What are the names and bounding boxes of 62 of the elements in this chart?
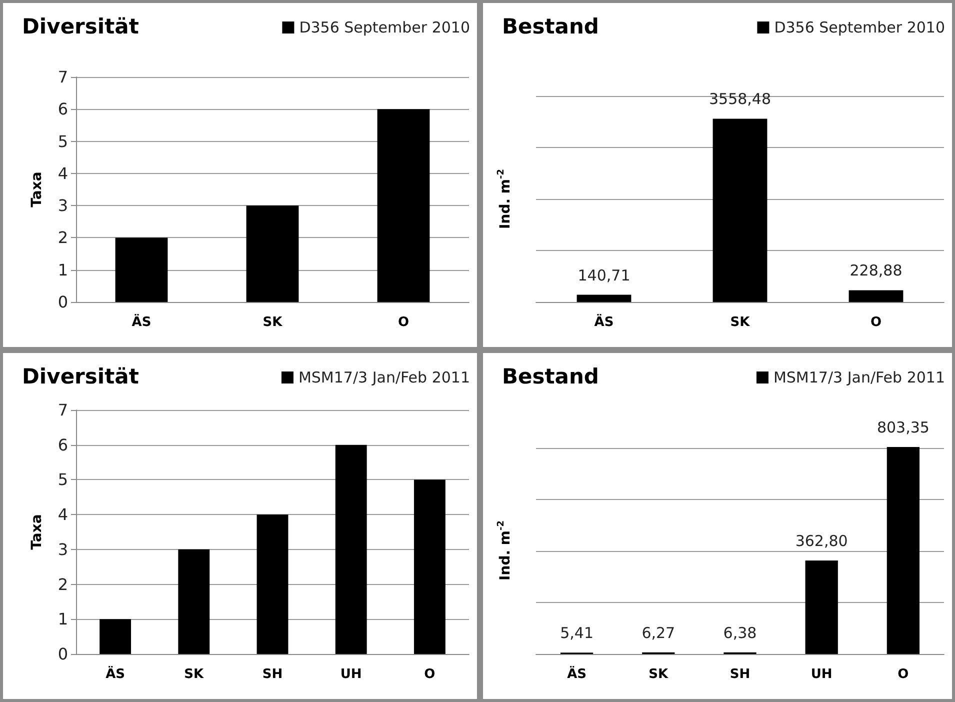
bar	[414, 480, 446, 654]
y-tick-label: 0	[58, 292, 68, 312]
bar	[256, 514, 288, 654]
x-tick-label: ÄS	[594, 313, 614, 330]
y-tick-label: 2	[58, 228, 68, 248]
y-tick-label: 1	[58, 260, 68, 280]
y-tick-label: 5	[58, 470, 68, 490]
legend-label: MSM17/3 Jan/Feb 2011	[773, 368, 946, 386]
bar	[246, 206, 299, 302]
bar	[377, 109, 430, 302]
y-tick-label: 1	[58, 610, 68, 629]
bar	[805, 560, 838, 654]
y-tick-label: 7	[58, 400, 68, 420]
chart-title: Bestand	[502, 14, 599, 38]
chart-title: Diversität	[22, 14, 139, 38]
x-tick-label: SK	[730, 315, 751, 330]
y-axis-title: Ind. m-2	[496, 169, 514, 229]
y-tick-label: 6	[58, 100, 68, 119]
x-tick-label: ÄS	[132, 313, 152, 330]
y-tick-label: 2	[58, 574, 68, 594]
data-label: 3558,48	[708, 90, 772, 108]
data-label: 803,35	[876, 418, 930, 436]
y-tick-label: 5	[58, 132, 68, 151]
bar	[115, 238, 168, 302]
x-tick-label: O	[870, 315, 882, 330]
data-label: 362,80	[795, 532, 848, 550]
y-tick-label: 4	[58, 505, 68, 524]
x-tick-label: O	[898, 667, 909, 682]
chart-title: Diversität	[22, 364, 139, 388]
y-axis-title: Taxa	[29, 172, 45, 208]
x-tick-label: SK	[648, 667, 670, 682]
bar	[100, 619, 132, 654]
x-tick-label: O	[398, 315, 410, 330]
y-tick-label: 0	[58, 644, 68, 664]
data-label: 140,71	[578, 266, 630, 284]
bar	[886, 447, 920, 654]
y-tick-label: 4	[58, 164, 68, 183]
bar	[335, 444, 367, 654]
data-label: 228,88	[850, 262, 902, 280]
x-tick-label: UH	[340, 667, 362, 682]
legend-label: D356 September 2010	[774, 18, 946, 36]
x-tick-label: SH	[262, 667, 283, 682]
x-tick-label: ÄS	[106, 665, 126, 682]
y-tick-label: 3	[58, 540, 68, 559]
data-label: 5,41	[560, 624, 594, 642]
x-tick-label: SK	[262, 315, 284, 330]
bar	[178, 549, 210, 654]
legend-label: MSM17/3 Jan/Feb 2011	[298, 368, 470, 386]
x-tick-label: ÄS	[567, 665, 587, 682]
x-tick-label: SH	[730, 667, 750, 682]
data-label: 6,27	[642, 624, 676, 642]
x-tick-label: O	[424, 667, 436, 682]
y-tick-label: 3	[58, 196, 68, 216]
data-label: 6,38	[723, 624, 757, 642]
x-tick-label: SK	[184, 667, 205, 682]
y-axis-title: Taxa	[29, 514, 45, 550]
legend-label: D356 September 2010	[299, 18, 470, 36]
y-tick-label: 7	[58, 68, 68, 86]
chart-title: Bestand	[502, 364, 599, 388]
x-tick-label: UH	[810, 667, 832, 682]
y-tick-label: 6	[58, 435, 68, 454]
y-axis-title: Ind. m-2	[496, 520, 514, 580]
